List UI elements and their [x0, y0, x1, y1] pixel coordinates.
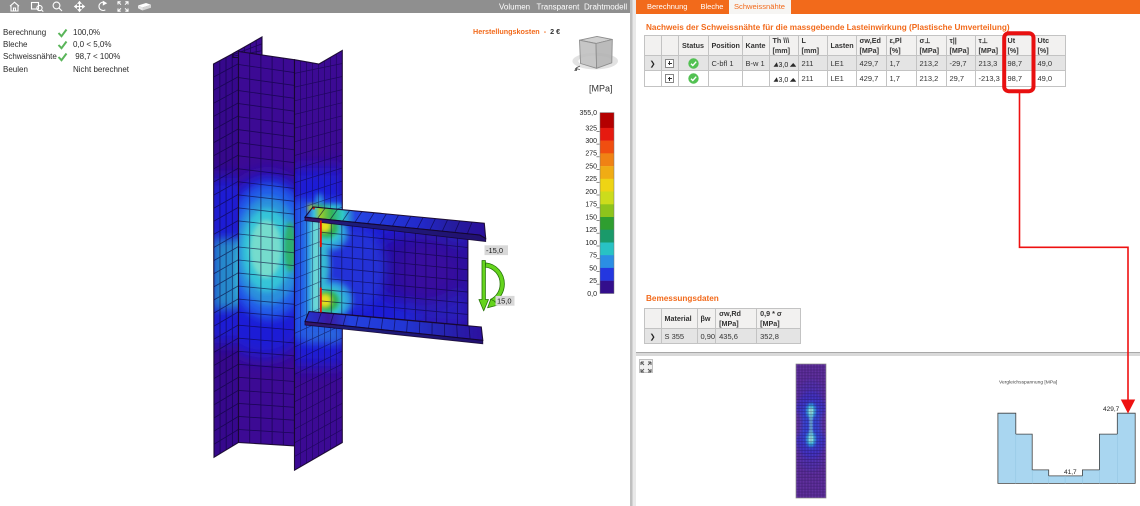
svg-text:Volumen: Volumen — [499, 3, 530, 12]
svg-text:25: 25 — [589, 278, 597, 285]
svg-text:175: 175 — [585, 202, 597, 209]
svg-text:325: 325 — [585, 125, 597, 132]
svg-text:150: 150 — [585, 214, 597, 221]
svg-text:200: 200 — [585, 189, 597, 196]
svg-text:75: 75 — [589, 253, 597, 260]
svg-text:100: 100 — [585, 240, 597, 247]
svg-text:3,0: 3,0 — [778, 62, 788, 68]
svg-text:Vergleichsspannung [MPa]: Vergleichsspannung [MPa] — [999, 380, 1058, 386]
svg-text:3,0: 3,0 — [778, 77, 788, 83]
svg-text:355,0: 355,0 — [579, 110, 597, 117]
svg-text:125: 125 — [585, 227, 597, 234]
svg-text:300: 300 — [585, 138, 597, 145]
svg-text:275: 275 — [585, 151, 597, 158]
svg-text:50: 50 — [589, 265, 597, 272]
svg-text:Drahtmodell: Drahtmodell — [584, 3, 627, 12]
svg-text:[MPa]: [MPa] — [589, 84, 613, 94]
svg-text:429,7: 429,7 — [1103, 406, 1120, 413]
svg-text:225: 225 — [585, 176, 597, 183]
svg-text:250: 250 — [585, 164, 597, 171]
svg-text:-15,0: -15,0 — [486, 246, 503, 255]
svg-text:Transparent: Transparent — [537, 3, 581, 12]
svg-text:15,0: 15,0 — [497, 296, 512, 305]
svg-text:41,7: 41,7 — [1064, 469, 1077, 476]
svg-text:0,0: 0,0 — [587, 291, 597, 298]
